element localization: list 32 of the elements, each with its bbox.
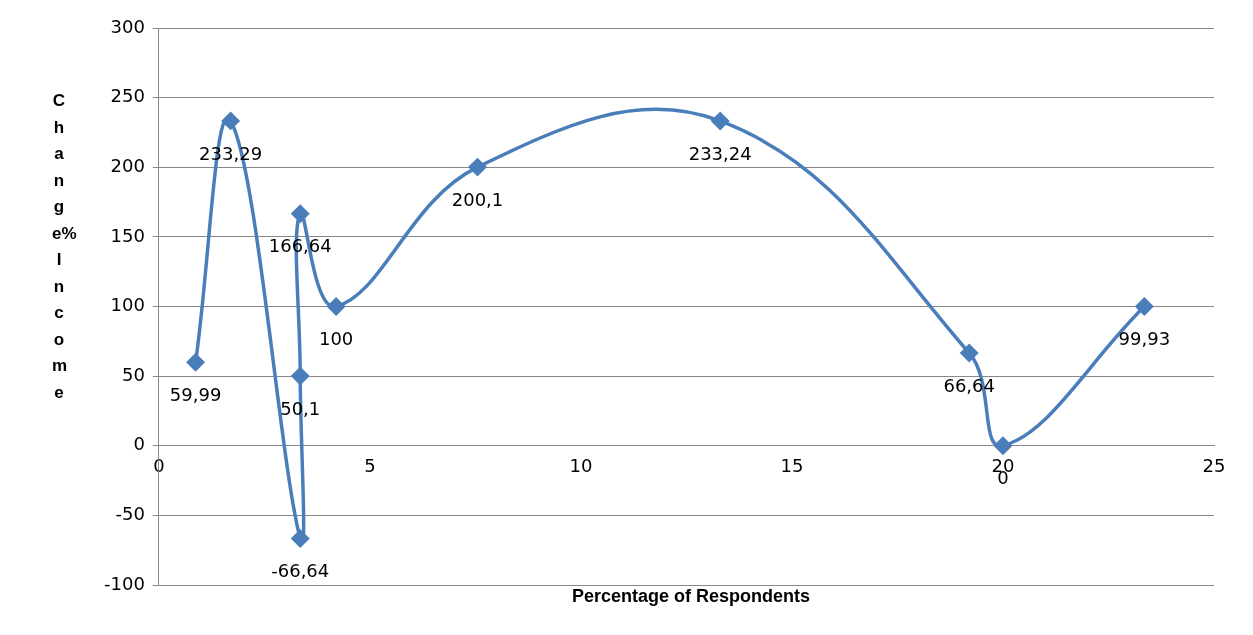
y-tick-label: 100	[110, 294, 145, 316]
point	[327, 297, 345, 316]
y-tick-label: -50	[115, 503, 145, 525]
y-tick-label: 250	[110, 85, 145, 107]
point	[960, 344, 978, 362]
x-axis-title: Percentage of Respondents	[570, 586, 812, 607]
x-tick-label: 25	[1202, 455, 1226, 477]
y-tick-label: 0	[133, 433, 145, 455]
point	[186, 353, 205, 371]
x-tick-label: 5	[364, 455, 376, 477]
y-tick-label: 300	[110, 15, 145, 37]
data-label: 233,24	[688, 142, 752, 164]
x-tick-label: 15	[780, 455, 804, 477]
point	[291, 204, 309, 223]
x-tick-label: 10	[569, 455, 593, 477]
text: Change% Income	[52, 91, 77, 402]
data-label: 200,1	[451, 188, 504, 210]
y-tick-label: -100	[103, 572, 145, 594]
point	[711, 112, 729, 130]
point	[994, 437, 1012, 455]
point	[221, 112, 240, 130]
data-label: 99,93	[1118, 328, 1171, 350]
y-tick-label: 50	[121, 363, 145, 385]
y-tick-label: 200	[110, 154, 145, 176]
data-label: 59,99	[169, 383, 222, 405]
point	[468, 158, 487, 176]
y-tick-label: 150	[110, 224, 145, 246]
point	[1135, 297, 1154, 316]
point	[291, 367, 309, 385]
point	[291, 529, 309, 548]
data-label: 100	[318, 328, 354, 350]
data-label: -66,64	[271, 560, 330, 582]
